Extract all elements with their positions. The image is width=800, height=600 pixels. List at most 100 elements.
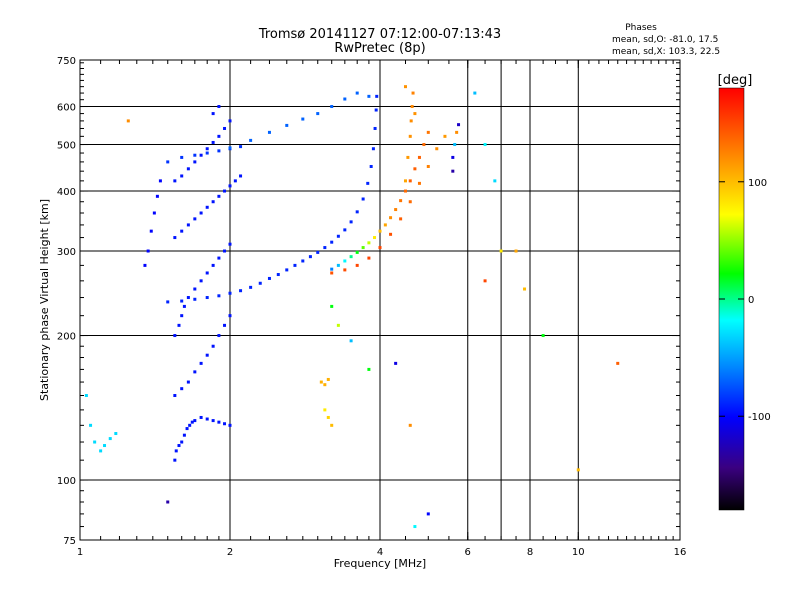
scatter-point [336,263,340,267]
scatter-point [373,236,377,240]
scatter-point [143,263,147,267]
scatter-point [193,287,197,291]
scatter-point [378,246,382,250]
scatter-points [84,85,620,529]
scatter-point [408,179,412,183]
scatter-point [408,200,412,204]
scatter-point [349,339,353,343]
scatter-point [355,91,359,95]
scatter-point [205,151,209,155]
colorbar-tick-label: 0 [748,295,754,306]
scatter-point [406,155,410,159]
scatter-point [211,344,215,348]
scatter-point [349,255,353,259]
x-ticks: 1 2 4 6 8 10 16 [77,60,687,558]
scatter-point [267,276,271,280]
colorbar: [deg] 100 0 -100 [718,73,771,511]
scatter-point [523,287,527,291]
scatter-point [99,449,103,453]
scatter-point [193,419,197,423]
colorbar-tick-label: 100 [748,178,767,189]
scatter-point [576,468,580,472]
scatter-point [177,323,181,327]
scatter-point [152,211,156,215]
scatter-point [177,444,181,448]
scatter-point [369,164,373,168]
y-tick-label: 750 [57,56,76,67]
scatter-point [330,423,334,427]
y-ticks: 75 100 200 300 400 500 600 750 [57,56,680,547]
scatter-point [155,194,159,198]
scatter-point [205,271,209,275]
scatter-point [223,323,227,327]
scatter-point [193,297,197,301]
scatter-point [308,255,312,259]
y-tick-label: 500 [57,141,76,152]
scatter-point [316,250,320,254]
scatter-point [383,223,387,227]
scatter-point [217,294,221,298]
scatter-point [473,91,477,95]
scatter-point [211,140,215,144]
y-tick-label: 200 [57,332,76,343]
scatter-point [330,267,334,271]
scatter-point [193,217,197,221]
scatter-point [182,433,186,437]
scatter-point [228,146,232,150]
scatter-point [199,415,203,419]
x-axis-label: Frequency [MHz] [334,557,426,570]
scatter-point [249,285,253,289]
scatter-point [276,273,280,277]
scatter-point [355,263,359,267]
stats-line-o: mean, sd,O: -81.0, 17.5 [612,35,718,45]
scatter-point [451,169,455,173]
scatter-point [285,123,289,127]
scatter-point [336,234,340,238]
scatter-point [493,179,497,183]
scatter-point [217,105,221,109]
scatter-point [223,422,227,426]
scatter-point [228,184,232,188]
scatter-point [323,383,327,387]
scatter-point [217,256,221,260]
scatter-point [422,143,426,147]
scatter-point [211,263,215,267]
scatter-point [217,149,221,153]
scatter-point [186,223,190,227]
scatter-point [173,394,177,398]
y-tick-label: 400 [57,187,76,198]
colorbar-label: [deg] [718,73,753,88]
scatter-point [205,147,209,151]
scatter-point [180,229,184,233]
scatter-point [228,242,232,246]
scatter-point [330,240,334,244]
scatter-point [389,232,393,236]
scatter-point [89,423,93,427]
scatter-point [180,314,184,318]
scatter-point [361,197,365,201]
x-tick-label: 4 [377,547,383,558]
scatter-point [173,334,177,338]
scatter-point [180,299,184,303]
scatter-point [217,194,221,198]
scatter-point [541,334,545,338]
x-tick-label: 2 [227,547,233,558]
scatter-point [426,164,430,168]
scatter-point [403,85,407,89]
scatter-point [399,217,403,221]
scatter-point [343,259,347,263]
scatter-point [371,147,375,151]
scatter-point [199,361,203,365]
scatter-point [413,167,417,171]
x-tick-label: 6 [465,547,471,558]
scatter-point [367,367,371,371]
scatter-point [410,105,414,109]
scatter-point [211,200,215,204]
scatter-point [233,179,237,183]
scatter-point [355,250,359,254]
x-tick-label: 16 [674,547,687,558]
scatter-point [223,189,227,193]
scatter-point [367,94,371,98]
scatter-point [343,268,347,272]
scatter-point [199,211,203,215]
